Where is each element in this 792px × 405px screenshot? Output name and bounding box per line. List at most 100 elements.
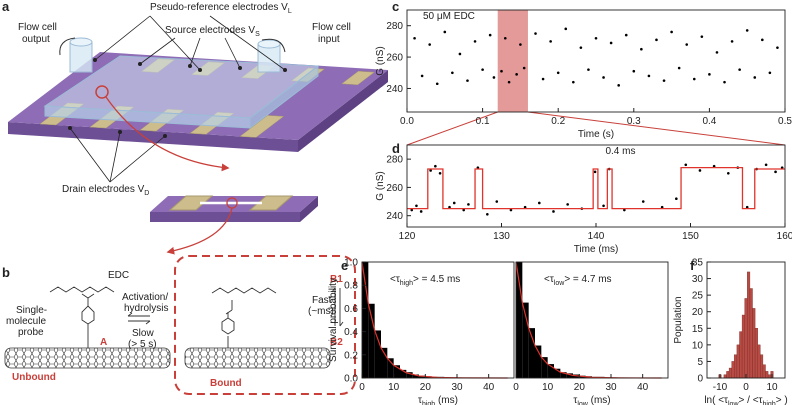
x-tick-label: 0 <box>359 382 365 393</box>
data-point <box>419 210 423 213</box>
data-point <box>768 71 772 75</box>
y-tick-label: 20 <box>692 307 704 318</box>
y-tick-label: 0.0 <box>344 374 358 385</box>
plot-frame <box>406 9 786 113</box>
x-tick-label: 40 <box>637 382 649 393</box>
bar <box>739 331 743 379</box>
data-point <box>466 79 469 82</box>
data-point <box>522 66 526 70</box>
data-point <box>541 77 545 81</box>
label-a: A <box>100 337 107 348</box>
x-tick-label: 130 <box>493 231 510 242</box>
y-tick-label: 10 <box>692 340 704 351</box>
x-axis-label-part: > / <τ <box>739 395 763 405</box>
data-point <box>594 36 598 40</box>
nanotube <box>184 347 331 369</box>
annotation-part: <τ <box>544 274 554 285</box>
data-point <box>519 43 522 46</box>
data-point <box>780 166 784 169</box>
data-point <box>443 30 447 34</box>
x-tick-label: 0 <box>513 382 519 393</box>
data-point <box>753 76 757 79</box>
y-tick-label: 5 <box>697 357 703 368</box>
data-point <box>413 36 416 40</box>
x-tick-label: 0.5 <box>778 116 792 127</box>
bar <box>736 344 740 379</box>
nanotube <box>4 347 171 369</box>
data-point <box>566 203 569 206</box>
bar <box>362 262 369 378</box>
bar <box>566 373 573 378</box>
x-axis-label: Time (ms) <box>574 244 619 255</box>
x-axis-label: τlow (ms) <box>573 395 610 405</box>
data-point <box>534 32 537 35</box>
data-point <box>429 169 432 172</box>
label-pseudo-reference: Pseudo-reference electrodes VL <box>150 2 292 15</box>
label-probe: Single-molecule probe <box>6 305 47 338</box>
annotation-part: > = 4.7 ms <box>564 274 611 285</box>
x-axis-label-part: > ) <box>776 395 788 405</box>
data-point <box>451 71 454 75</box>
bar <box>381 347 388 378</box>
annotation-part: > = 4.5 ms <box>413 274 460 285</box>
bar <box>749 288 753 379</box>
x-axis-label: ln( <τlow> / <τhigh> ) <box>704 395 787 405</box>
y-axis-label: G (nS) <box>375 171 386 200</box>
x-tick-label: 10 <box>542 382 554 393</box>
data-point <box>715 51 719 54</box>
bar <box>535 345 542 378</box>
data-point <box>712 164 716 168</box>
data-point <box>692 77 696 81</box>
data-point <box>495 200 499 203</box>
data-point <box>452 201 456 205</box>
bar <box>760 354 764 379</box>
bar <box>765 371 769 379</box>
x-tick-label: 0.2 <box>551 116 565 127</box>
x-axis-label-part: low <box>728 401 739 405</box>
data-point <box>467 203 470 206</box>
data-point <box>486 212 489 216</box>
electrode <box>239 115 285 138</box>
x-axis-label: Time (s) <box>578 129 614 140</box>
bar <box>728 367 732 379</box>
x-tick-label: 0 <box>743 382 749 393</box>
data-point <box>587 68 590 71</box>
annotation: 0.4 ms <box>605 146 635 157</box>
data-point <box>492 76 496 79</box>
bar <box>554 368 561 378</box>
x-tick-label: 0.3 <box>627 116 641 127</box>
x-axis-label-part: τ <box>418 395 422 405</box>
bar <box>723 374 727 379</box>
data-point <box>523 205 527 209</box>
panel-label: a <box>2 0 10 14</box>
data-point <box>745 29 749 32</box>
annotation: <τlow> = 4.7 ms <box>544 274 612 287</box>
data-point <box>738 68 741 71</box>
data-point <box>428 43 431 46</box>
y-tick-label: 0.6 <box>344 304 358 315</box>
bar <box>528 328 535 378</box>
x-tick-label: 0.0 <box>400 116 414 127</box>
y-tick-label: 260 <box>386 183 403 194</box>
panel-label: e <box>341 258 348 273</box>
y-tick-label: 280 <box>386 21 403 32</box>
zoom-line <box>527 111 786 146</box>
data-point <box>774 170 777 174</box>
label-unbound: Unbound <box>12 372 56 383</box>
label-b1: B1 <box>330 274 343 285</box>
y-tick-label: 0 <box>697 374 703 385</box>
data-point <box>462 208 466 212</box>
x-tick-label: 20 <box>574 382 586 393</box>
data-point <box>434 164 437 168</box>
y-tick-label: 240 <box>386 211 403 222</box>
data-point <box>458 52 462 56</box>
y-tick-label: 30 <box>692 274 704 285</box>
bar <box>400 369 407 378</box>
x-tick-label: -10 <box>713 382 728 393</box>
x-tick-label: 140 <box>588 231 605 242</box>
bar <box>541 357 548 378</box>
bar <box>731 361 735 379</box>
y-tick-label: 260 <box>386 53 403 64</box>
label-activation: Activation/hydrolysis <box>122 292 168 314</box>
